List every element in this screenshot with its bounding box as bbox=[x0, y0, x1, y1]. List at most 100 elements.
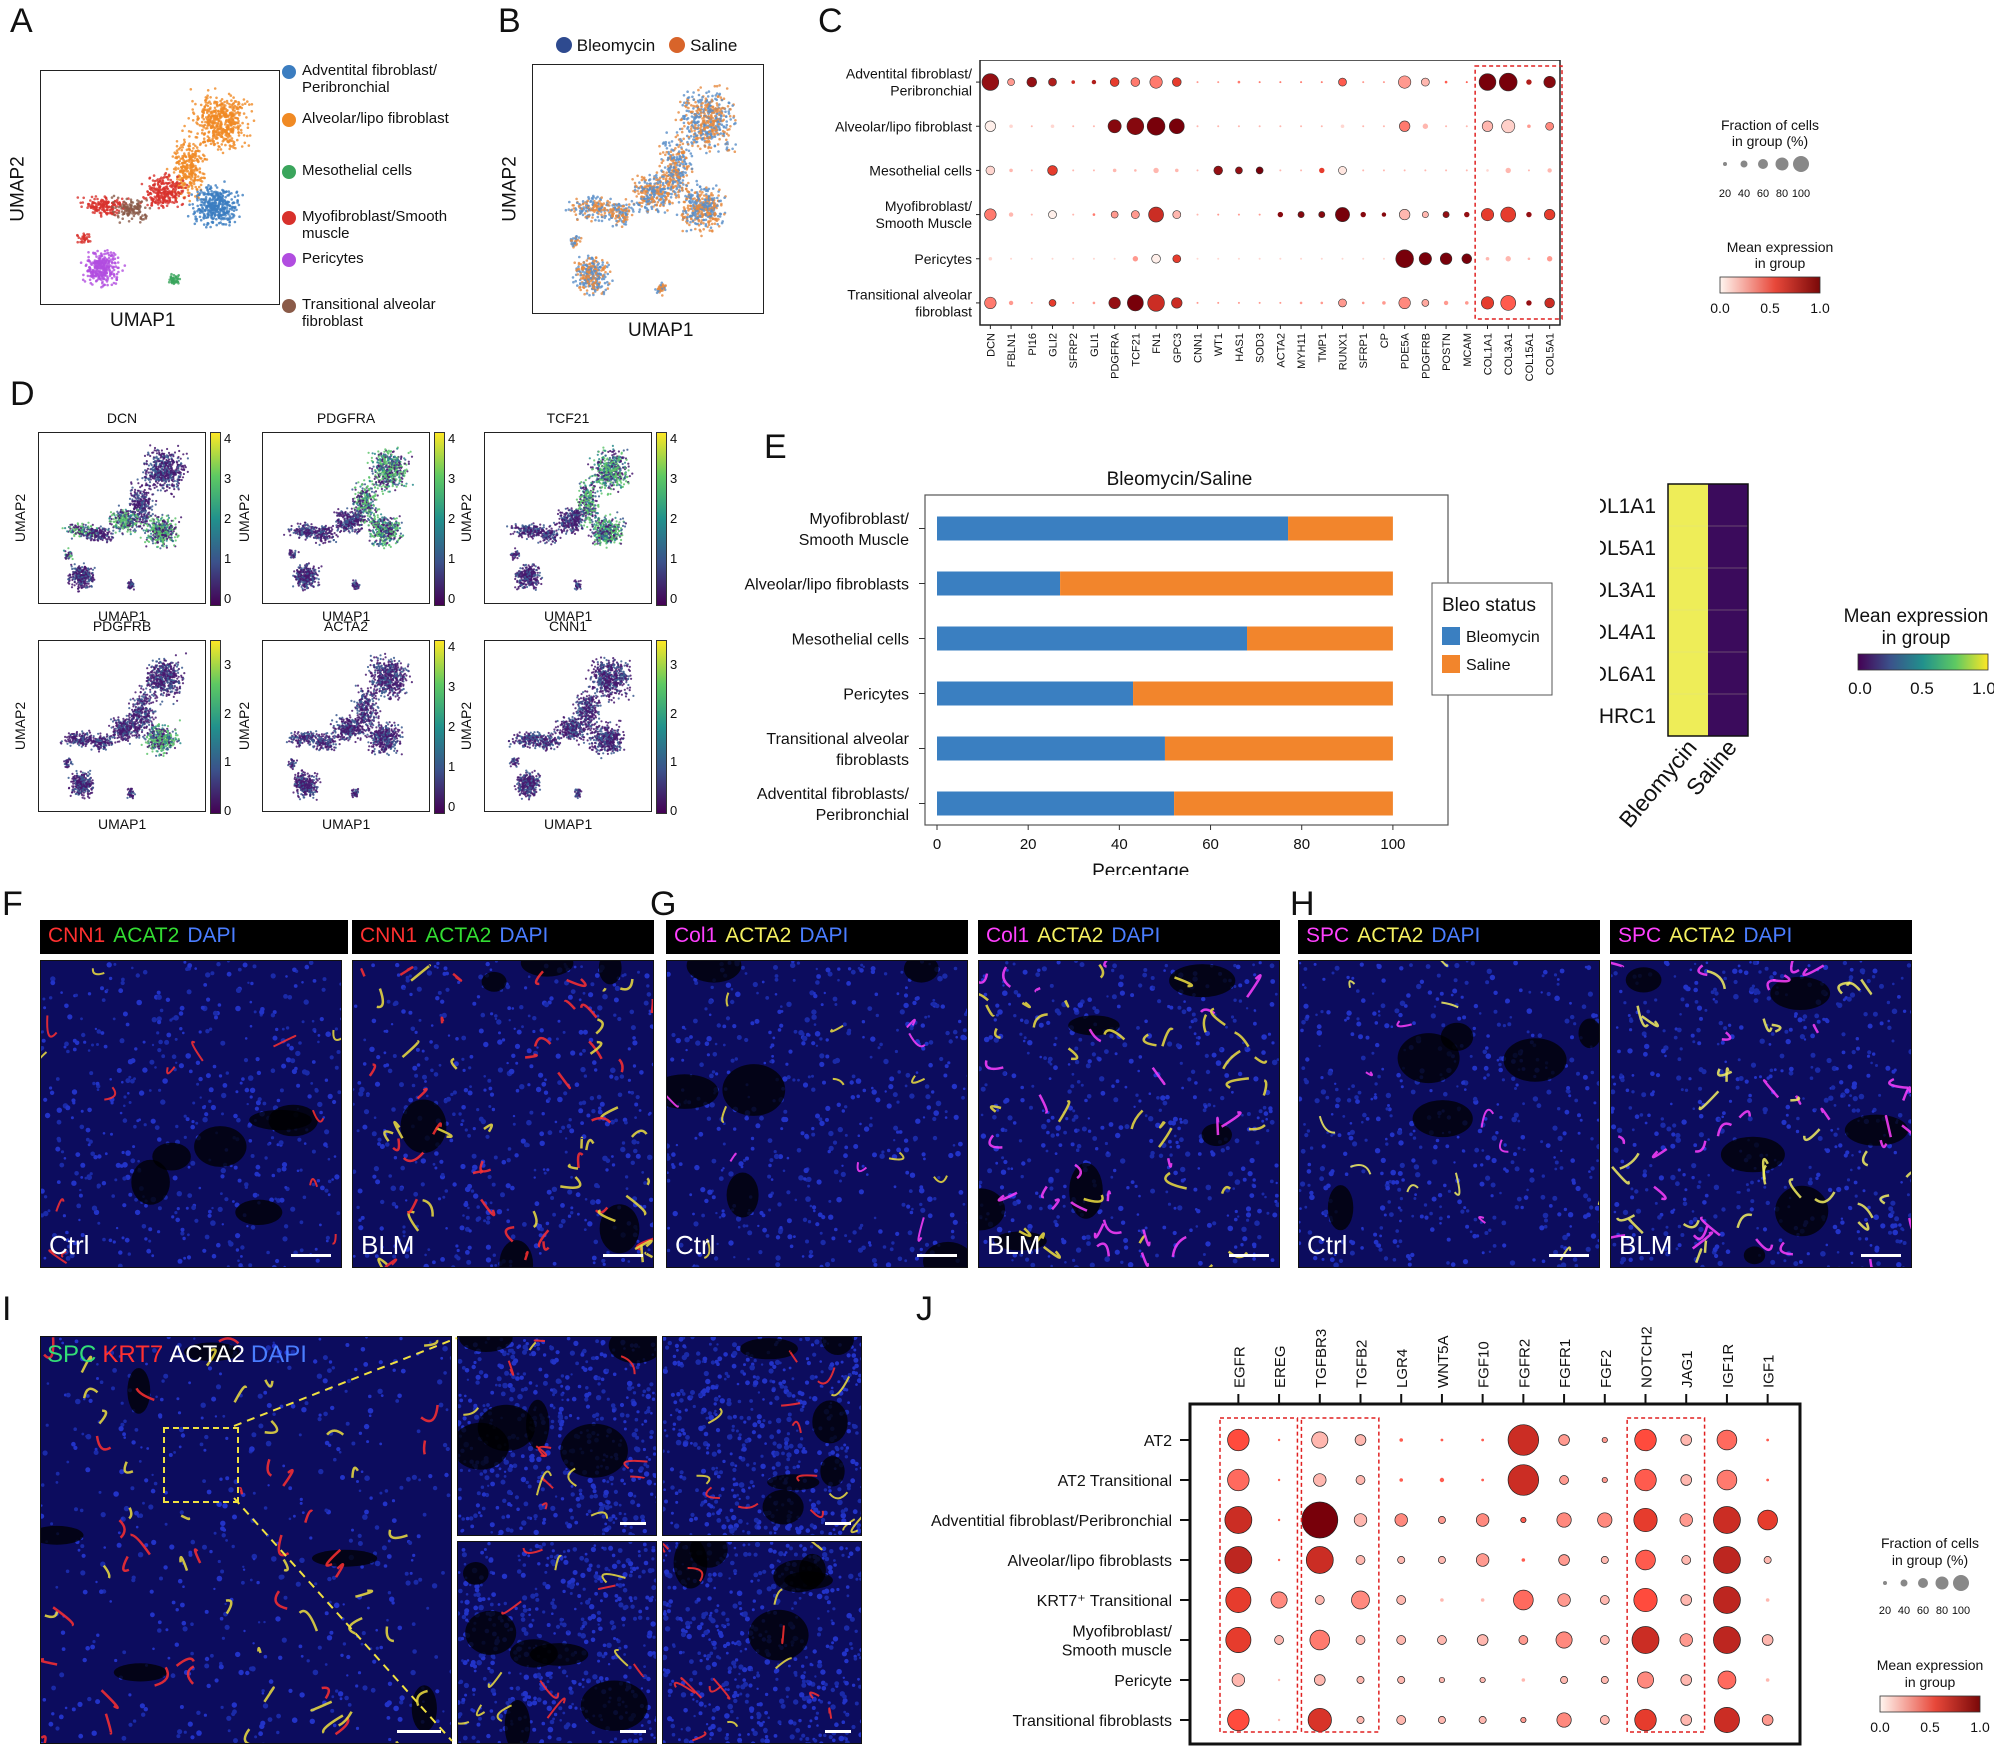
umap-b-point bbox=[624, 198, 628, 201]
umap-a-point bbox=[80, 241, 84, 244]
umap-b-point bbox=[697, 124, 700, 127]
umap-b-point bbox=[593, 265, 597, 269]
umap-b-point bbox=[704, 189, 708, 193]
umap-b-point bbox=[601, 258, 604, 262]
umap-b-point bbox=[579, 236, 583, 240]
feature-point bbox=[169, 474, 172, 477]
dotplot-c-dot bbox=[1544, 297, 1555, 309]
feature-point bbox=[163, 463, 166, 466]
dotplot-c-dot bbox=[1341, 257, 1344, 260]
dotplot-c-dot bbox=[1110, 210, 1119, 219]
feature-point bbox=[152, 483, 156, 486]
umap-b-point bbox=[706, 102, 710, 106]
umap-a-point bbox=[92, 201, 96, 204]
umap-a-point bbox=[112, 200, 115, 204]
umap-b-point bbox=[731, 147, 734, 151]
umap-a-point bbox=[230, 99, 233, 102]
umap-b-point bbox=[636, 174, 639, 178]
umap-a-point bbox=[146, 190, 150, 194]
umap-b-point bbox=[687, 135, 691, 139]
umap-a-point bbox=[121, 269, 124, 272]
umap-b-point bbox=[696, 183, 699, 186]
umap-a-point bbox=[105, 211, 108, 215]
dotplot-c-gene-label: HAS1 bbox=[1234, 333, 1246, 362]
umap-b-point bbox=[692, 120, 696, 124]
feature-point bbox=[156, 482, 159, 485]
umap-a-point bbox=[189, 177, 193, 181]
umap-b-point bbox=[611, 214, 614, 218]
dotplot-c-gene-label: COL1A1 bbox=[1483, 333, 1495, 375]
umap-a-point bbox=[114, 262, 117, 265]
umap-a-point bbox=[92, 251, 95, 255]
umap-b-point bbox=[674, 196, 678, 199]
umap-b-point bbox=[714, 126, 718, 129]
umap-b-point bbox=[707, 146, 710, 150]
feature-point bbox=[151, 477, 154, 480]
feature-point bbox=[157, 477, 160, 480]
umap-b-point bbox=[699, 229, 702, 233]
umap-b-point bbox=[681, 142, 685, 146]
umap-a-point bbox=[132, 210, 136, 214]
size-legend-tick: 40 bbox=[1738, 188, 1750, 200]
umap-a-point bbox=[215, 132, 219, 135]
umap-b-point bbox=[711, 94, 714, 98]
umap-a-point bbox=[202, 223, 206, 226]
umap-b-point bbox=[670, 172, 673, 176]
feature-point bbox=[173, 451, 177, 454]
umap-b-point bbox=[706, 126, 709, 129]
umap-b-point bbox=[702, 203, 706, 206]
umap-a-point bbox=[224, 143, 227, 147]
umap-b-point bbox=[717, 107, 720, 110]
umap-a-point bbox=[112, 272, 116, 276]
dotplot-c-dot bbox=[1237, 213, 1240, 216]
umap-a-point bbox=[137, 213, 140, 216]
umap-b-point bbox=[659, 198, 662, 201]
feature-point bbox=[177, 459, 180, 462]
umap-b-point bbox=[723, 130, 726, 134]
umap-a-point bbox=[220, 110, 224, 114]
feature-point bbox=[177, 487, 180, 490]
umap-b-point bbox=[694, 216, 697, 220]
dotplot-c-dot bbox=[1279, 301, 1282, 304]
umap-b-point bbox=[574, 237, 578, 241]
umap-b-point bbox=[593, 288, 597, 292]
umap-a-point bbox=[232, 209, 236, 212]
umap-a-point bbox=[214, 184, 217, 187]
umap-b-legend: Bleomycin Saline bbox=[556, 36, 737, 56]
umap-b-point bbox=[687, 122, 691, 125]
legend-swatch bbox=[282, 299, 296, 313]
umap-b-point bbox=[690, 201, 693, 204]
umap-a-point bbox=[195, 219, 198, 223]
feature-point bbox=[158, 460, 161, 463]
dotplot-c-dot bbox=[1171, 297, 1183, 309]
umap-a-point bbox=[82, 273, 85, 277]
umap-b-point bbox=[579, 273, 582, 277]
size-legend-title: Fraction of cells bbox=[1721, 117, 1819, 133]
umap-a-point bbox=[125, 206, 129, 210]
umap-b-point bbox=[726, 105, 730, 108]
umap-a-point bbox=[223, 100, 226, 104]
dotplot-c-dot bbox=[1237, 80, 1241, 84]
size-legend-tick: 100 bbox=[1792, 188, 1810, 200]
dotplot-c-dot bbox=[1526, 300, 1532, 306]
umap-a-point bbox=[110, 196, 114, 199]
umap-b-point bbox=[725, 132, 729, 135]
umap-a-point bbox=[236, 138, 239, 142]
umap-b-point bbox=[585, 274, 588, 277]
umap-a-point bbox=[176, 181, 179, 185]
umap-b-point bbox=[678, 127, 682, 131]
umap-a-point bbox=[178, 182, 181, 185]
dotplot-c-dot bbox=[1461, 253, 1472, 264]
umap-a-point bbox=[120, 207, 123, 210]
umap-b-point bbox=[687, 149, 691, 153]
umap-a-point bbox=[206, 139, 210, 142]
umap-a-point bbox=[194, 144, 197, 148]
umap-a-point bbox=[191, 163, 195, 166]
umap-a-point bbox=[112, 255, 115, 258]
dotplot-c-dot bbox=[1108, 296, 1121, 310]
umap-a-point bbox=[230, 117, 233, 120]
umap-b-point bbox=[718, 212, 722, 216]
umap-b-point bbox=[681, 103, 684, 107]
umap-a-point bbox=[192, 147, 195, 150]
dotplot-c-dot bbox=[1196, 81, 1199, 84]
